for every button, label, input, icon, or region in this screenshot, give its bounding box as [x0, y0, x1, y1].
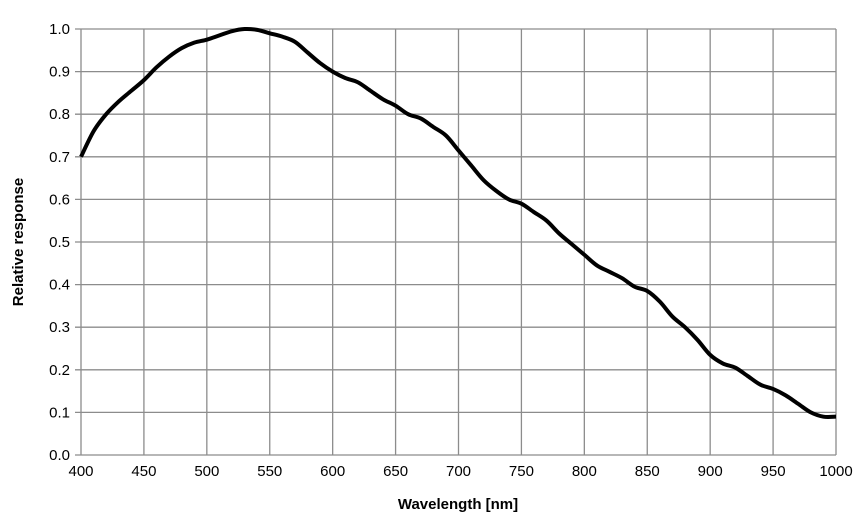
response-curve: [79, 26, 837, 419]
x-tick-label: 550: [257, 463, 282, 480]
y-tick-label: 0.6: [49, 191, 70, 208]
x-tick-label: 850: [635, 463, 660, 480]
y-tick-labels: 0.0 0.1 0.2 0.3 0.4 0.5 0.6 0.7 0.8 0.9 1.0: [49, 21, 70, 464]
x-tick-label: 700: [446, 463, 471, 480]
y-tick-label: 0.5: [49, 234, 70, 251]
grid: [75, 28, 837, 456]
x-tick-label: 950: [761, 463, 786, 480]
x-tick-label: 450: [131, 463, 156, 480]
x-tick-label: 1000: [819, 463, 852, 480]
y-tick-label: 0.2: [49, 362, 70, 379]
x-tick-label: 600: [320, 463, 345, 480]
x-tick-label: 800: [572, 463, 597, 480]
y-tick-label: 0.0: [49, 447, 70, 464]
x-tick-label: 900: [698, 463, 723, 480]
y-tick-label: 1.0: [49, 21, 70, 38]
x-tick-label: 500: [194, 463, 219, 480]
x-axis-label: Wavelength [nm]: [398, 496, 518, 513]
y-tick-label: 0.7: [49, 149, 70, 166]
y-tick-label: 0.8: [49, 106, 70, 123]
y-tick-label: 0.4: [49, 277, 70, 294]
x-tick-label: 400: [68, 463, 93, 480]
y-axis-label: Relative response: [10, 178, 27, 306]
x-tick-label: 650: [383, 463, 408, 480]
x-tick-label: 750: [509, 463, 534, 480]
x-tick-labels: 400 450 500 550 600 650 700 750 800 850 900 950 1000: [68, 463, 852, 480]
y-tick-label: 0.1: [49, 404, 70, 421]
y-tick-label: 0.3: [49, 319, 70, 336]
y-tick-label: 0.9: [49, 64, 70, 81]
series: [79, 26, 837, 419]
